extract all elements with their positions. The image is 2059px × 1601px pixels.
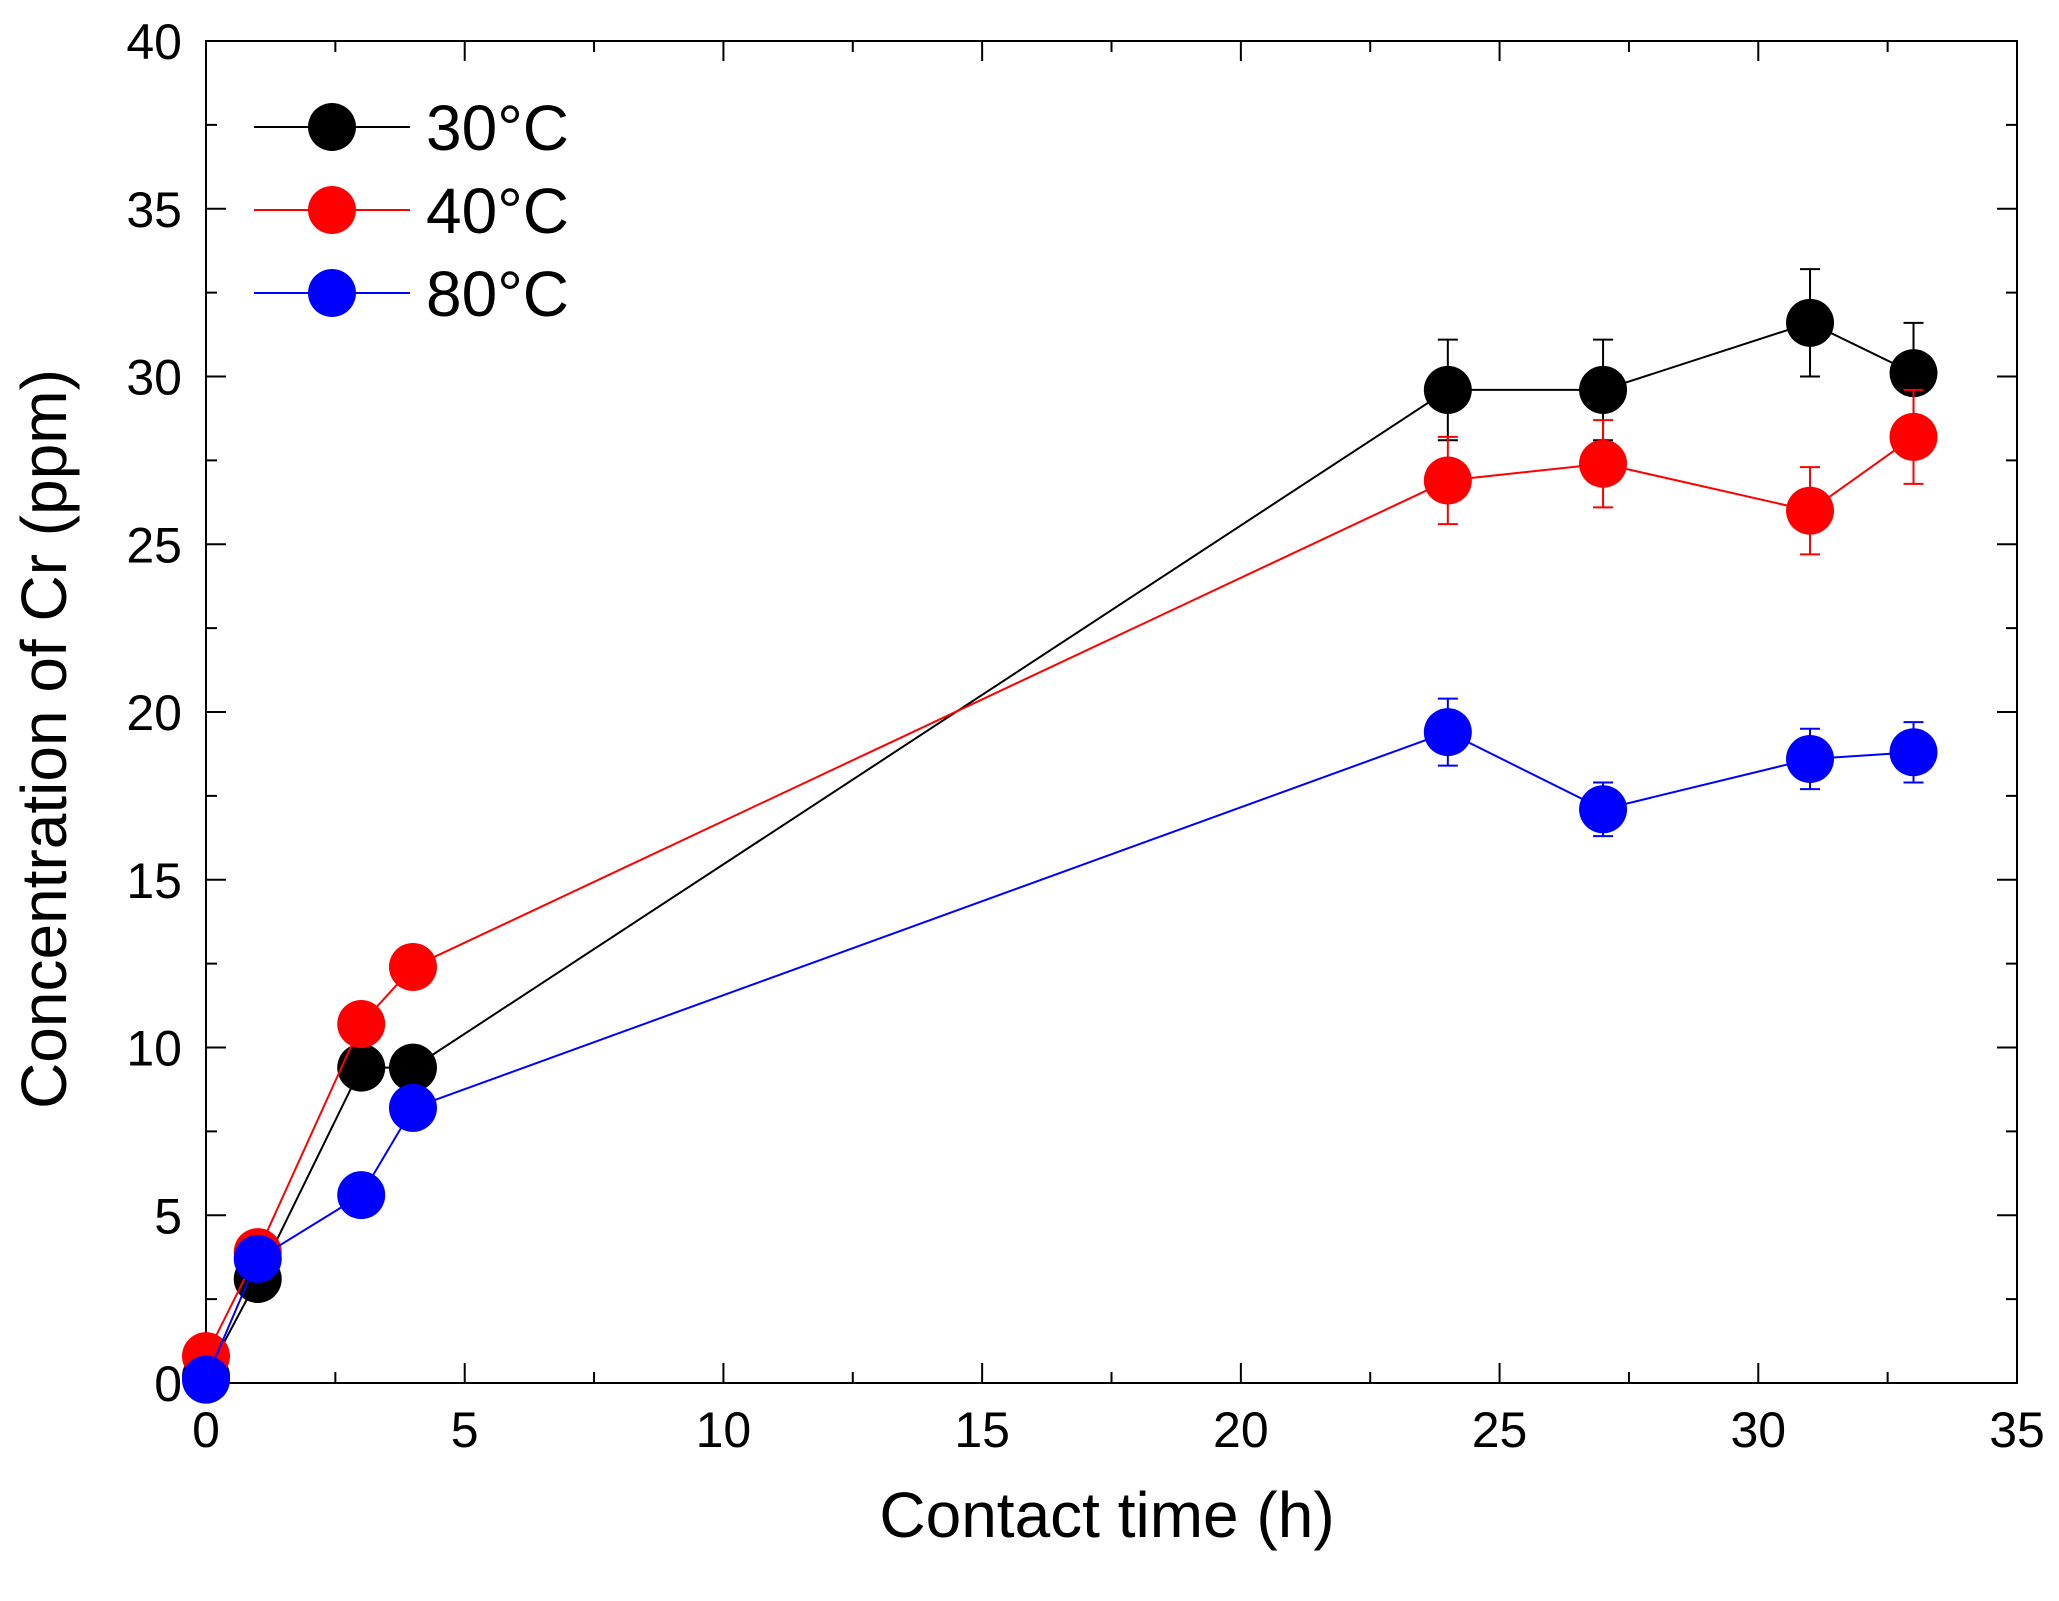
- data-point: [1579, 785, 1628, 834]
- x-tick-label: 0: [192, 1402, 220, 1458]
- data-point: [1423, 708, 1472, 757]
- legend-marker: [308, 186, 356, 234]
- data-point: [388, 1043, 437, 1092]
- legend-label: 30°C: [426, 92, 569, 164]
- data-point: [337, 1000, 386, 1049]
- data-point: [1579, 439, 1628, 488]
- series-80c: [182, 697, 1938, 1404]
- y-tick-label: 30: [126, 350, 182, 406]
- data-point: [388, 942, 437, 991]
- legend-label: 80°C: [426, 258, 569, 330]
- data-point: [233, 1234, 282, 1283]
- legend: 30°C 40°C 80°C: [254, 92, 569, 330]
- series-layer: [182, 268, 1938, 1404]
- legend-marker: [308, 103, 356, 151]
- axes: 0 5 10 15 20 25 30 35 0 5 10 15 20 25 30 35 40: [126, 14, 2044, 1458]
- series-40c: [182, 388, 1938, 1381]
- x-tick-label: 35: [1989, 1402, 2045, 1458]
- data-point: [337, 1043, 386, 1092]
- data-point: [388, 1083, 437, 1132]
- series-line: [205, 321, 1914, 1377]
- data-point: [1889, 412, 1938, 461]
- series-30c: [182, 268, 1938, 1401]
- data-point: [1889, 728, 1938, 777]
- data-point: [182, 1355, 230, 1404]
- data-point: [1889, 349, 1938, 398]
- y-tick-label: 20: [126, 685, 182, 741]
- data-point: [1423, 365, 1472, 414]
- x-tick-label: 30: [1730, 1402, 1786, 1458]
- y-tick-label: 10: [126, 1021, 182, 1077]
- x-axis-title: Contact time (h): [879, 1479, 1334, 1551]
- x-tick-label: 15: [954, 1402, 1010, 1458]
- y-tick-label: 5: [154, 1188, 182, 1244]
- data-point: [1786, 486, 1835, 535]
- legend-marker: [308, 269, 356, 317]
- data-point: [1423, 456, 1472, 505]
- y-tick-label: 40: [126, 14, 182, 70]
- x-tick-label: 25: [1472, 1402, 1528, 1458]
- data-point: [337, 1171, 386, 1220]
- data-point: [1786, 298, 1835, 347]
- legend-item: 40°C: [254, 175, 569, 247]
- legend-item: 80°C: [254, 258, 569, 330]
- x-tick-label: 5: [451, 1402, 479, 1458]
- y-tick-label: 25: [126, 517, 182, 573]
- x-tick-label: 20: [1213, 1402, 1269, 1458]
- data-point: [1579, 365, 1628, 414]
- y-tick-label: 35: [126, 182, 182, 238]
- legend-label: 40°C: [426, 175, 569, 247]
- legend-item: 30°C: [254, 92, 569, 164]
- series-line: [205, 436, 1915, 1357]
- data-point: [1786, 734, 1835, 783]
- y-tick-label: 15: [126, 853, 182, 909]
- series-line: [205, 731, 1914, 1380]
- x-tick-label: 10: [696, 1402, 752, 1458]
- y-axis-title: Concentration of Cr (ppm): [8, 369, 80, 1109]
- y-tick-label: 0: [154, 1356, 182, 1412]
